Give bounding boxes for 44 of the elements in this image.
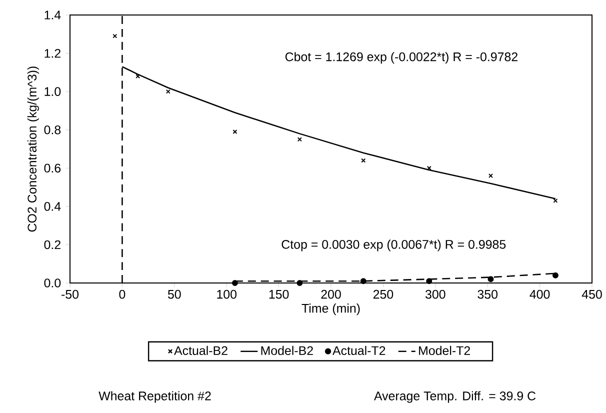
annotation: Ctop = 0.0030 exp (0.0067*t) R = 0.9985 xyxy=(282,240,506,252)
point xyxy=(136,74,140,79)
point xyxy=(112,34,118,38)
y-tick-label: 1.2 xyxy=(44,48,60,58)
x-tick-label: 300 xyxy=(425,290,446,299)
x-tick-label: 450 xyxy=(582,290,602,299)
point xyxy=(488,174,493,178)
point xyxy=(232,130,238,134)
x-tick-label: 350 xyxy=(478,290,498,299)
point xyxy=(488,276,494,282)
x-tick-label: 0 xyxy=(119,290,126,299)
y-axis-title: CO2 Concentration (kg/(m^3)) xyxy=(27,66,39,232)
x-tick-label: 150 xyxy=(269,290,289,299)
point xyxy=(297,137,302,142)
text: Average Temp. Diff. = 39.9 C xyxy=(374,391,536,403)
point xyxy=(232,280,238,286)
legend-label: Actual-B2 xyxy=(174,346,228,356)
point xyxy=(361,158,366,163)
text: Wheat Repetition #2 xyxy=(98,391,211,403)
y-tick-label: 0.0 xyxy=(44,278,61,288)
point xyxy=(553,198,558,203)
y-tick-label: 0.4 xyxy=(44,202,61,211)
x-tick-label: 400 xyxy=(530,290,550,299)
point xyxy=(426,166,432,170)
legend-label: Model-B2 xyxy=(261,346,313,356)
x-tick-label: 200 xyxy=(321,290,341,299)
point xyxy=(552,272,558,278)
x-tick-label: -50 xyxy=(62,290,79,299)
x-tick-label: 50 xyxy=(168,290,181,299)
annotation: Cbot = 1.1269 exp (-0.0022*t) R = -0.9782 xyxy=(285,52,518,64)
point xyxy=(360,278,366,284)
y-tick-label: 0.6 xyxy=(44,164,61,173)
legend-label: Model-T2 xyxy=(419,346,470,356)
point xyxy=(426,278,432,284)
y-tick-label: 0.8 xyxy=(44,125,61,134)
y-tick-label: 1.0 xyxy=(44,87,61,96)
x-tick-label: 250 xyxy=(373,290,394,299)
y-tick-label: 1.4 xyxy=(44,10,61,20)
legend-label: Actual-T2 xyxy=(332,346,386,356)
point xyxy=(296,280,303,286)
x-tick-label: 100 xyxy=(217,290,236,299)
point xyxy=(166,89,170,94)
x-axis-title: Time (min) xyxy=(302,304,360,316)
y-tick-label: 0.2 xyxy=(44,240,60,250)
